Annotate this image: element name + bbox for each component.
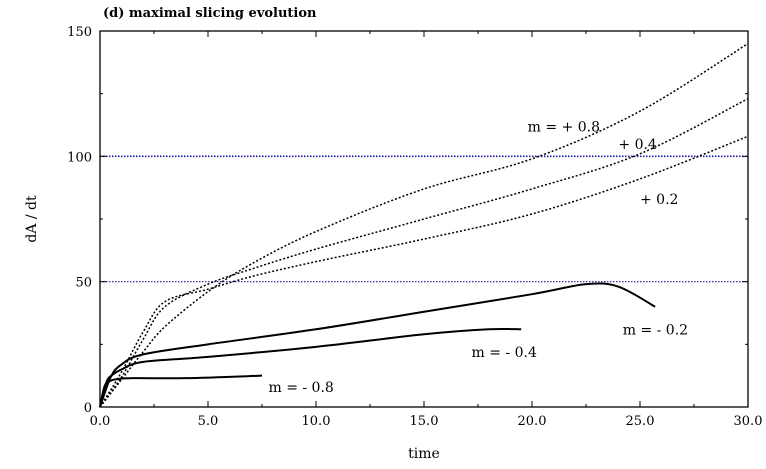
- series-line-6: [99, 374, 263, 408]
- chart-title: (d) maximal slicing evolution: [103, 6, 317, 21]
- series-annotation: m = - 0.4: [472, 345, 537, 361]
- y-tick-label: 0: [84, 401, 92, 416]
- series-line-4: [99, 282, 656, 408]
- x-tick-label: 15.0: [410, 414, 439, 429]
- series-annotation: + 0.2: [640, 192, 678, 208]
- x-tick-label: 25.0: [626, 414, 655, 429]
- y-tick-label: 50: [75, 276, 92, 291]
- series-line-1: [99, 42, 749, 408]
- x-tick-label: 10.0: [302, 414, 331, 429]
- series-line-2: [99, 98, 749, 408]
- series-annotation: m = + 0.8: [528, 119, 600, 135]
- x-tick-label: 20.0: [518, 414, 547, 429]
- y-tick-label: 150: [67, 25, 92, 40]
- y-axis-title: dA / dt: [24, 195, 40, 243]
- plot-frame: [99, 30, 749, 408]
- x-tick-label: 30.0: [734, 414, 763, 429]
- y-tick-label: 100: [67, 150, 92, 165]
- series-annotation: m = - 0.2: [623, 322, 688, 338]
- series-line-3: [99, 135, 749, 408]
- x-tick-label: 0.0: [90, 414, 111, 429]
- series-annotation: m = - 0.8: [268, 380, 333, 396]
- x-tick-label: 5.0: [198, 414, 219, 429]
- series-annotation: + 0.4: [618, 137, 657, 153]
- series-line-5: [99, 327, 522, 408]
- x-axis-title: time: [408, 446, 440, 462]
